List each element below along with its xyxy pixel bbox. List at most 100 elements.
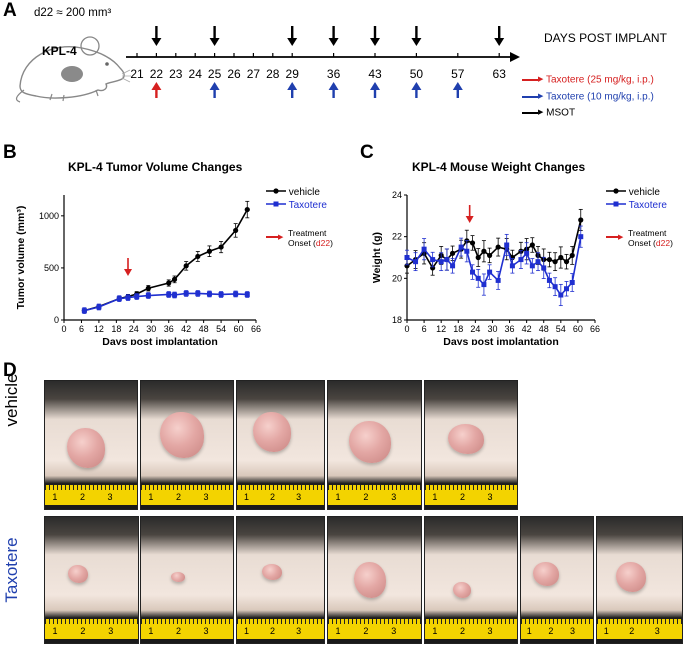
tumor-photo: 1 2 3	[327, 380, 422, 510]
ruler-digit: 2	[175, 492, 181, 502]
taxotere-25-arrow-head	[151, 82, 162, 90]
timeline-day-label: 43	[368, 67, 382, 81]
legend-b-taxotere: Taxotere	[266, 199, 327, 212]
taxotere-10-arrow-head	[209, 82, 220, 90]
ruler-digit: 2	[175, 626, 181, 636]
tumor	[452, 582, 471, 599]
panel-d-label: D	[3, 360, 17, 381]
ruler-digit: 1	[335, 626, 341, 636]
annotation-c-line2: Onset (d22)	[628, 238, 673, 248]
ruler: 1 2 3	[521, 619, 593, 639]
data-point-taxotere	[470, 269, 476, 275]
x-tick-label: 54	[216, 324, 226, 334]
legend-a: ▶ Taxotere (25 mg/kg, i.p.) ▶ Taxotere (…	[522, 72, 654, 122]
legend-c: vehicle Taxotere	[606, 186, 667, 212]
x-axis-title: Days post implantation	[443, 336, 559, 345]
timeline-day-label: 27	[247, 67, 261, 81]
panel-c-label: C	[360, 142, 374, 163]
x-tick-label: 18	[111, 324, 121, 334]
legend-b-vehicle: vehicle	[266, 186, 327, 199]
ruler: 1 2 3	[45, 485, 137, 505]
legend-c-vehicle-label: vehicle	[628, 187, 660, 198]
ruler-digit: 2	[629, 626, 635, 636]
ruler: 1 2 3	[425, 619, 517, 639]
ruler-digit: 2	[363, 492, 369, 502]
msot-arrow-head	[411, 38, 422, 46]
ruler-digit: 2	[548, 626, 554, 636]
timeline-day-label: 21	[130, 67, 144, 81]
data-point-vehicle	[206, 248, 213, 254]
data-point-taxotere	[218, 291, 224, 297]
ruler-digit: 2	[459, 626, 465, 636]
data-point-taxotere	[504, 242, 510, 248]
tumor	[67, 564, 88, 583]
y-tick-label: 22	[392, 232, 402, 242]
ruler-digit: 3	[654, 626, 660, 636]
timeline-day-label: 63	[493, 67, 507, 81]
ruler-digit: 2	[270, 626, 276, 636]
x-tick-label: 66	[590, 324, 600, 334]
taxotere-10-arrow-head	[370, 82, 380, 90]
ruler: 1 2 3	[237, 485, 324, 505]
data-point-vehicle	[195, 253, 201, 260]
data-point-taxotere	[578, 234, 584, 240]
data-point-taxotere	[564, 286, 570, 292]
ruler-digit: 2	[80, 626, 86, 636]
ruler-digit: 3	[203, 492, 209, 502]
data-point-vehicle	[166, 280, 172, 286]
volume-note: d22 ≈ 200 mm³	[34, 7, 112, 19]
annotation-b-line2: Onset (d22)	[288, 238, 333, 248]
ruler-digit: 3	[107, 492, 113, 502]
x-tick-label: 36	[164, 324, 174, 334]
tumor-photo: 1 2 3	[424, 516, 518, 644]
data-point-taxotere	[183, 290, 189, 296]
data-point-vehicle	[145, 285, 151, 291]
data-point-taxotere	[438, 259, 444, 265]
panel-a-label: A	[3, 0, 17, 21]
ruler-digit: 1	[52, 492, 58, 502]
timeline-day-label: 26	[227, 67, 241, 81]
ruler-digit: 1	[603, 626, 609, 636]
ruler: 1 2 3	[597, 619, 682, 639]
msot-arrow-head	[209, 38, 220, 46]
tumor	[67, 427, 106, 468]
data-point-taxotere	[558, 292, 564, 298]
x-tick-label: 60	[234, 324, 244, 334]
data-point-taxotere	[524, 250, 530, 256]
data-point-vehicle	[495, 244, 501, 250]
data-point-taxotere	[464, 248, 470, 254]
legend-b-taxotere-label: Taxotere	[288, 200, 327, 211]
tumor	[533, 561, 560, 586]
ruler-digit: 2	[270, 492, 276, 502]
y-tick-label: 0	[54, 315, 59, 325]
tumor	[616, 562, 646, 593]
data-point-taxotere	[481, 282, 487, 288]
legend-taxotere-10-label: Taxotere (10 mg/kg, i.p.)	[546, 91, 654, 103]
data-point-vehicle	[481, 248, 487, 254]
msot-arrow-head	[151, 38, 162, 46]
x-tick-label: 18	[453, 324, 463, 334]
timeline-day-label: 24	[189, 67, 203, 81]
x-tick-label: 66	[251, 324, 261, 334]
legend-c-taxotere-label: Taxotere	[628, 200, 667, 211]
ruler: 1 2 3	[328, 619, 421, 639]
data-point-taxotere	[413, 259, 419, 265]
ruler-digit: 1	[148, 626, 154, 636]
data-point-taxotere	[444, 257, 450, 263]
data-point-vehicle	[563, 259, 570, 265]
ruler-digit: 2	[363, 626, 369, 636]
tumor-photo: 1 2 3	[327, 516, 422, 644]
data-point-taxotere	[244, 291, 250, 297]
ruler-digit: 3	[487, 626, 493, 636]
x-tick-label: 36	[505, 324, 515, 334]
ruler-digit: 1	[52, 626, 58, 636]
data-point-taxotere	[116, 296, 122, 302]
x-tick-label: 30	[487, 324, 497, 334]
data-point-taxotere	[541, 265, 547, 271]
y-tick-label: 500	[44, 263, 59, 273]
ruler-digit: 3	[108, 626, 114, 636]
data-point-vehicle	[183, 263, 189, 269]
timeline-day-label: 36	[327, 67, 341, 81]
x-tick-label: 12	[94, 324, 104, 334]
panel-b-label: B	[3, 142, 17, 163]
